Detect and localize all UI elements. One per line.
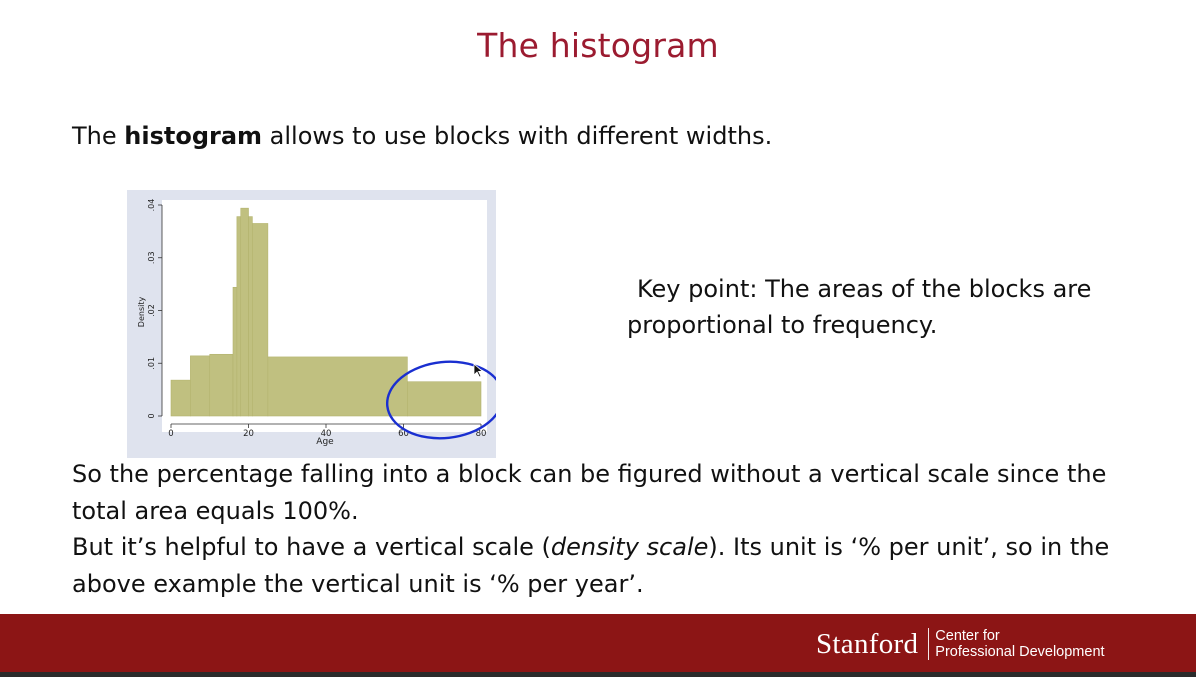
explanation-line-2: total area equals 100%. [72, 496, 359, 525]
explanation-line-3-start: But it’s helpful to have a vertical scal… [72, 533, 551, 561]
intro-sentence: The histogram allows to use blocks with … [72, 122, 772, 150]
histogram-bar [252, 223, 269, 417]
stanford-cpd-logo: Stanford Center for Professional Develop… [816, 624, 1105, 664]
explanation-line-3-end: ). Its unit is ‘% per unit’, so in the [708, 533, 1110, 561]
logo-unit-line-2: Professional Development [935, 644, 1105, 660]
histogram-bar [267, 356, 408, 417]
histogram-bar [407, 381, 482, 417]
x-tick-label: 80 [476, 429, 487, 439]
histogram-bar [209, 353, 234, 417]
highlight-circle-annotation [385, 360, 496, 440]
x-tick-label: 60 [398, 429, 409, 439]
y-tick-label: .04 [147, 199, 156, 212]
intro-text-before: The [72, 122, 125, 150]
explanation-line-4: above example the vertical unit is ‘% pe… [72, 569, 644, 598]
x-tick-label: 0 [168, 429, 173, 439]
histogram-bars [170, 207, 482, 417]
histogram-bar [190, 355, 211, 417]
histogram-bar [236, 216, 242, 417]
x-tick-label: 40 [321, 429, 332, 439]
histogram-bar [240, 207, 249, 417]
y-tick-label: .02 [147, 304, 156, 317]
key-point-note: Key point: The areas of the blocks are p… [627, 271, 1147, 343]
key-point-line-2: proportional to frequency. [627, 311, 938, 339]
logo-unit-line-1: Center for [935, 628, 1000, 644]
histogram-chart: 0 .01 .02 .03 .04 0 20 40 60 80 Age Density [127, 190, 496, 458]
footer-bottom-edge [0, 672, 1196, 677]
explanation-line-1: So the percentage falling into a block c… [72, 460, 1107, 488]
histogram-bar [248, 216, 253, 417]
logo-unit-name: Center for Professional Development [935, 628, 1104, 660]
y-tick-label: .01 [147, 357, 156, 370]
histogram-bar [170, 379, 191, 417]
y-axis-label: Density [137, 297, 146, 328]
x-axis-label: Age [316, 437, 334, 447]
histogram-bar [232, 286, 238, 417]
intro-keyword: histogram [124, 122, 263, 150]
slide-title: The histogram [477, 26, 719, 65]
explanation-line-3: But it’s helpful to have a vertical scal… [72, 529, 1162, 566]
footer-bar [0, 614, 1196, 672]
y-tick-label: .03 [147, 251, 156, 264]
mouse-cursor-icon [473, 363, 484, 378]
key-point-line-1: Key point: The areas of the blocks are [637, 275, 1092, 303]
x-tick-label: 20 [243, 429, 254, 439]
intro-text-after: allows to use blocks with different widt… [262, 122, 773, 150]
histogram-svg: 0 .01 .02 .03 .04 0 20 40 60 80 Age Density [137, 199, 496, 447]
y-tick-label: 0 [147, 413, 156, 418]
chart-axes: 0 .01 .02 .03 .04 0 20 40 60 80 [147, 199, 486, 439]
logo-divider [928, 628, 930, 660]
stanford-wordmark: Stanford [816, 627, 919, 660]
density-scale-term: density scale [550, 533, 709, 561]
explanation-paragraph: So the percentage falling into a block c… [72, 456, 1162, 602]
